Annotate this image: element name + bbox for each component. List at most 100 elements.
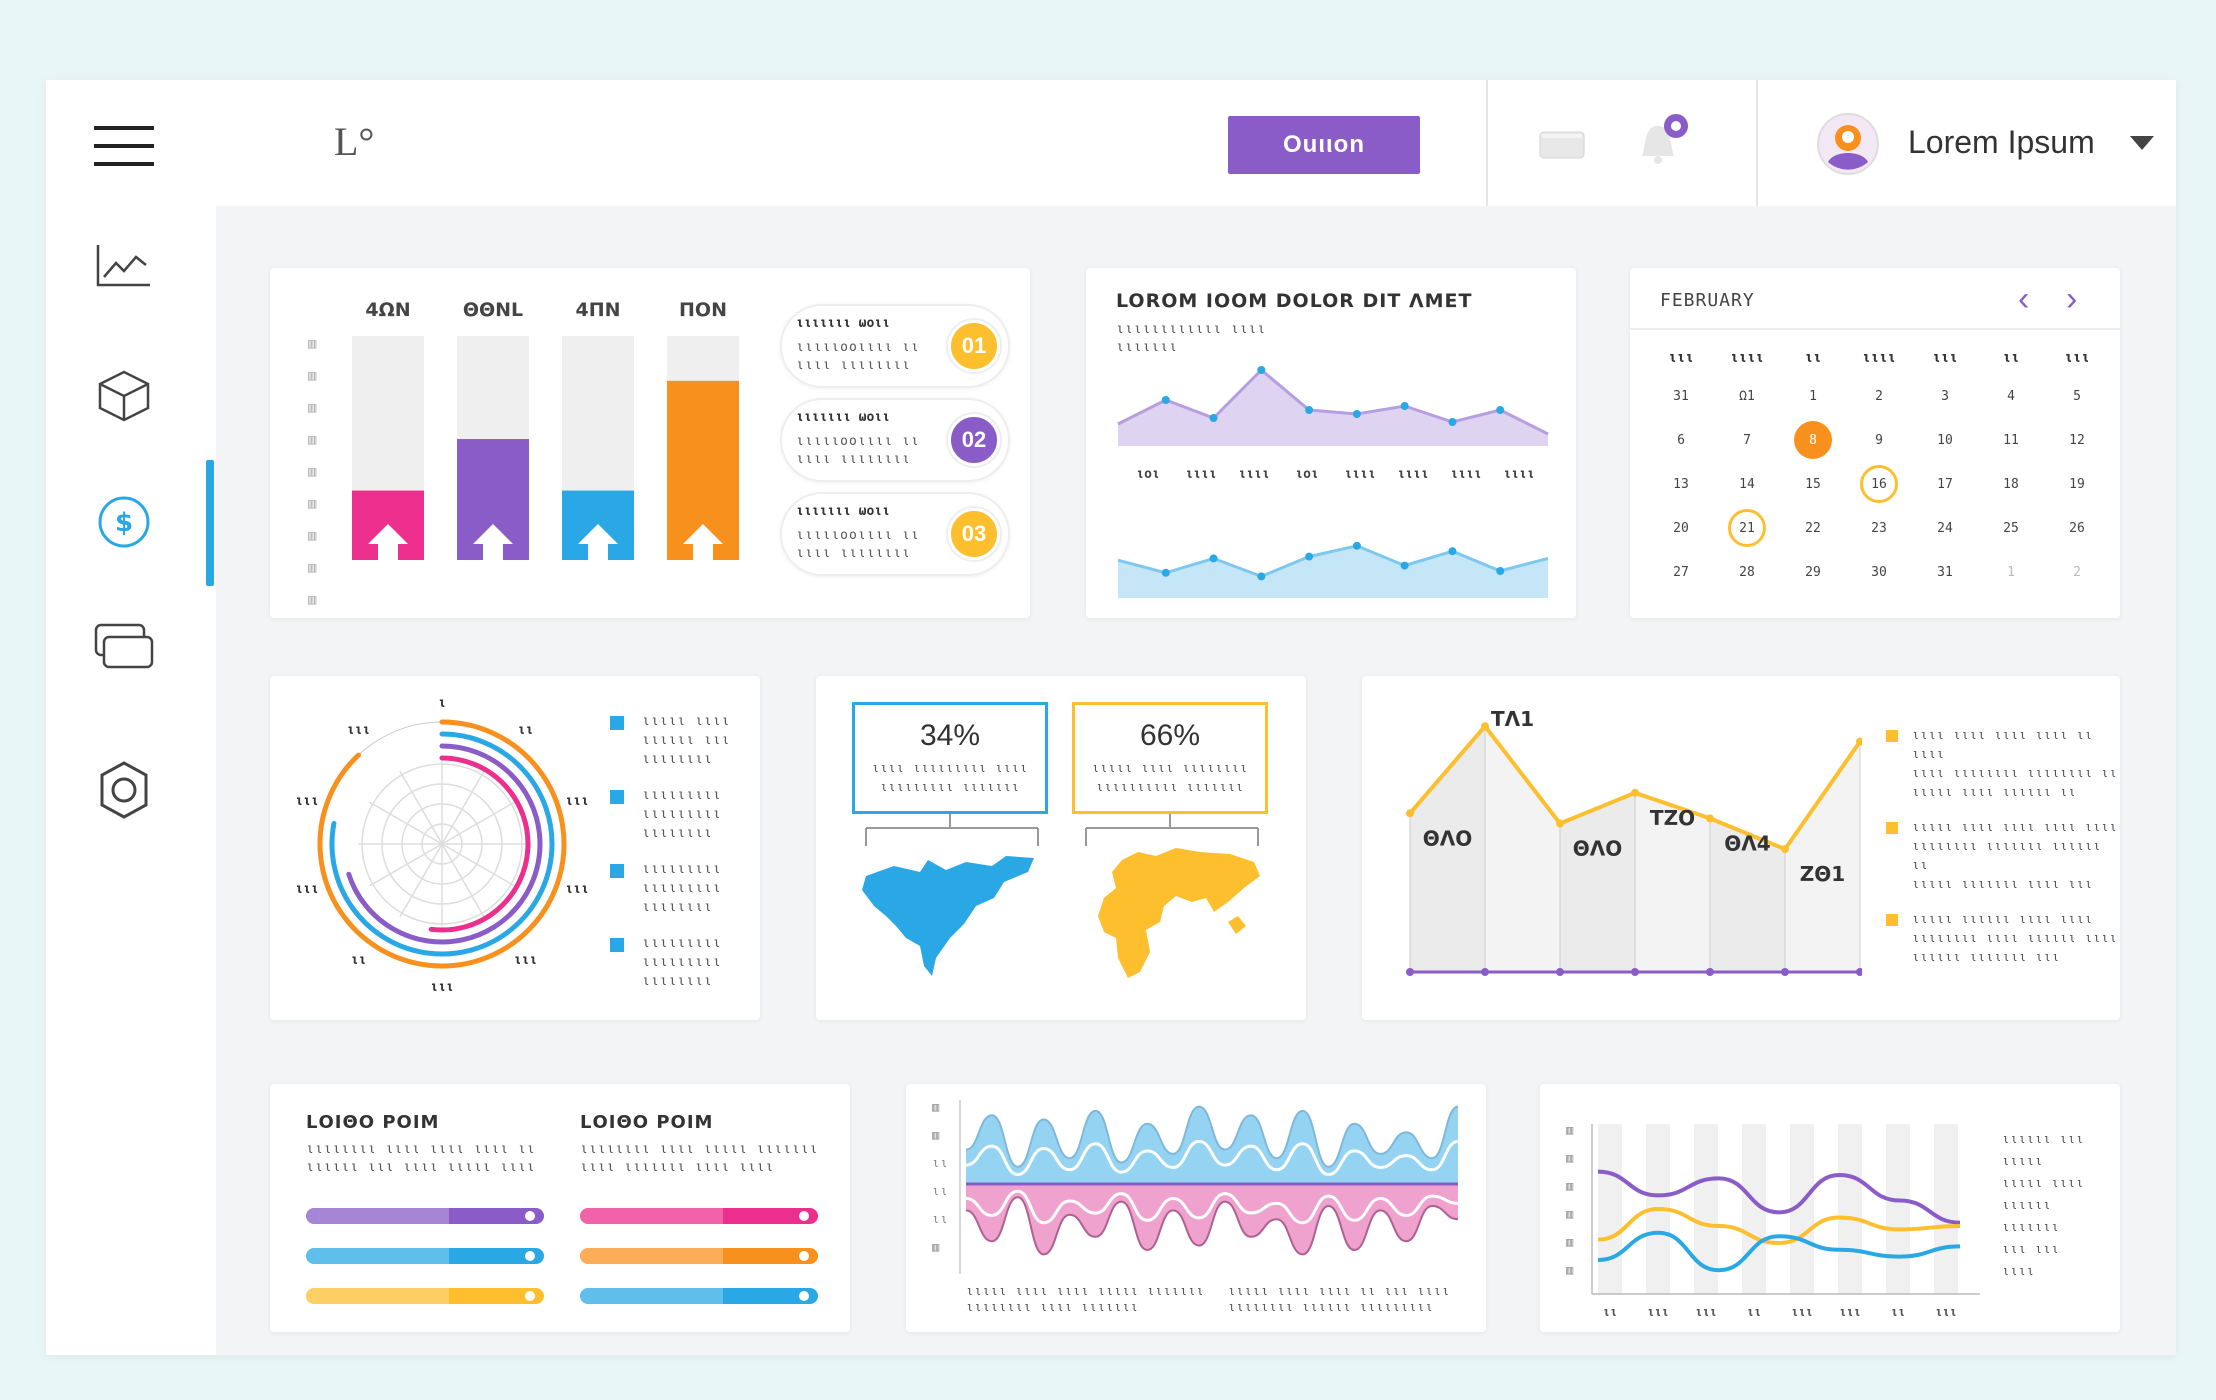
step-value-label: ΤΛ1 [1491,707,1534,731]
axis-point [1406,968,1414,976]
calendar-day[interactable]: 2 [1846,382,1912,410]
arrow-up-icon [683,524,723,560]
dollar-icon[interactable]: $ [88,486,160,558]
calendar-day[interactable]: 31 [1648,382,1714,410]
ring-label: ι [438,696,446,711]
ring-label: ιι [518,723,534,738]
y-tick: ▥ [932,1100,941,1114]
calendar-day[interactable]: 8 [1780,421,1846,459]
calendar-day[interactable]: 29 [1780,558,1846,586]
calendar-day[interactable]: 31 [1912,558,1978,586]
calendar-day[interactable]: 25 [1978,514,2044,542]
divider [1486,80,1488,206]
calendar-day[interactable]: 14 [1714,470,1780,498]
legend-text: ιιι ιιι [2002,1242,2060,1256]
axis-point [1556,968,1564,976]
bottom-series-point [1496,567,1505,575]
legend-item: ιιιιι ιιιι ιιιι ιιιι ιιιι ιιιιιιιι ιιιιιι… [1886,818,2120,910]
chart-line-icon[interactable] [88,230,160,302]
calendar-day[interactable]: 5 [2044,382,2110,410]
summary-pill: ιιιιιιι ωοιι ιιιιιοοιιιι ιι ιιιι ιιιιιιιι 0… [780,492,1010,576]
x-tick: ιιι [1839,1305,1861,1319]
legend-text: ιιιιιιιι [642,900,713,915]
y-tick: ▥ [308,528,317,544]
chevron-down-icon[interactable] [2128,132,2156,157]
day-number: 17 [1937,476,1953,492]
progress-subtitle: ιιιιιι ιιι ιιιι ιιιιι ιιιι [306,1160,536,1175]
calendar-prev-icon[interactable]: ‹ [2018,280,2030,318]
calendar-day[interactable]: 13 [1648,470,1714,498]
legend-swatch [1886,822,1898,834]
ring-label: ιιι [430,980,453,995]
stat-text: ιιιιι ιιιι ιιιιιιιι [1091,761,1249,775]
y-tick: ▥ [308,592,317,608]
calendar-day[interactable]: 16 [1846,465,1912,503]
calendar-day[interactable]: Ω1 [1714,382,1780,410]
y-tick: ▥ [932,1240,941,1254]
legend-text: ιιιιιιιι [642,974,713,989]
calendar-day[interactable]: 20 [1648,514,1714,542]
calendar-day[interactable]: 12 [2044,426,2110,454]
calendar-day[interactable]: 10 [1912,426,1978,454]
pill-text: ιιιι ιιιιιιιι [796,358,911,373]
calendar-day[interactable]: 28 [1714,558,1780,586]
calendar-day[interactable]: 9 [1846,426,1912,454]
calendar-day[interactable]: 1 [1780,382,1846,410]
calendar-day[interactable]: 21 [1714,509,1780,547]
pill-text: ιιιιιοοιιιι ιι [796,340,920,355]
step-value-label: ΘΛ4 [1724,831,1770,855]
calendar-day[interactable]: 1 [1978,558,2044,586]
bell-icon[interactable] [1636,110,1696,175]
bottom-series-line [1117,544,1549,579]
calendar-day[interactable]: 2 [2044,558,2110,586]
calendar-day[interactable]: 17 [1912,470,1978,498]
weekday-label: ιι [1804,350,1822,366]
calendar-day[interactable]: 6 [1648,426,1714,454]
calendar-day[interactable]: 22 [1780,514,1846,542]
legend-text: ιιιιιιιιι [642,807,722,822]
weekday-label: ιι [2002,350,2020,366]
grid-spoke [368,801,443,845]
calendar-day[interactable]: 26 [2044,514,2110,542]
map-north-america [940,882,960,902]
calendar-day[interactable]: 27 [1648,558,1714,586]
menu-icon[interactable] [88,110,160,182]
calendar-day[interactable]: 4 [1978,382,2044,410]
y-tick: ▥ [1566,1123,1574,1137]
calendar-next-icon[interactable]: › [2066,280,2078,318]
bottom-series-point [1209,554,1218,563]
day-number: 23 [1871,520,1887,536]
bottom-series-area [1118,545,1548,598]
cards-icon[interactable] [88,610,160,682]
y-tick: ▥ [308,400,317,416]
cube-icon[interactable] [88,360,160,432]
legend-text: ιιιιιιιι [642,752,713,767]
calendar-day[interactable]: 7 [1714,426,1780,454]
map-eurasia-africa [1098,848,1260,978]
legend-swatch [1886,914,1898,926]
user-name[interactable]: Lorem Ipsum [1908,124,2095,160]
bottom-series-point [1352,541,1361,550]
legend-swatch [610,790,624,804]
calendar-day[interactable]: 30 [1846,558,1912,586]
day-number: 30 [1871,564,1887,580]
ring-label: ιιι [565,882,588,897]
stat-text: ιιιιιιιιι ιιιιιιι [880,780,1020,794]
app-frame: $ L° Оuιιοn Lorem Ipsum ▥ ▥ ▥ ▥ ▥ ▥ ▥ ▥ ▥ 4ΩN ΘΘΝL… [46,80,2176,1355]
top-series-point [1257,366,1266,374]
series-line [1597,1230,1961,1273]
top-series-point [1209,414,1218,422]
day-number: 12 [2069,432,2085,448]
settings-icon[interactable] [88,754,160,826]
calendar-day[interactable]: 11 [1978,426,2044,454]
avatar[interactable] [1816,112,1880,181]
calendar-day[interactable]: 18 [1978,470,2044,498]
calendar-day[interactable]: 24 [1912,514,1978,542]
calendar-day[interactable]: 23 [1846,514,1912,542]
primary-button[interactable]: Оuιιοn [1228,116,1420,174]
calendar-day[interactable]: 19 [2044,470,2110,498]
calendar-day[interactable]: 3 [1912,382,1978,410]
day-number: 27 [1673,564,1689,580]
mail-icon[interactable] [1538,128,1586,167]
calendar-day[interactable]: 15 [1780,470,1846,498]
